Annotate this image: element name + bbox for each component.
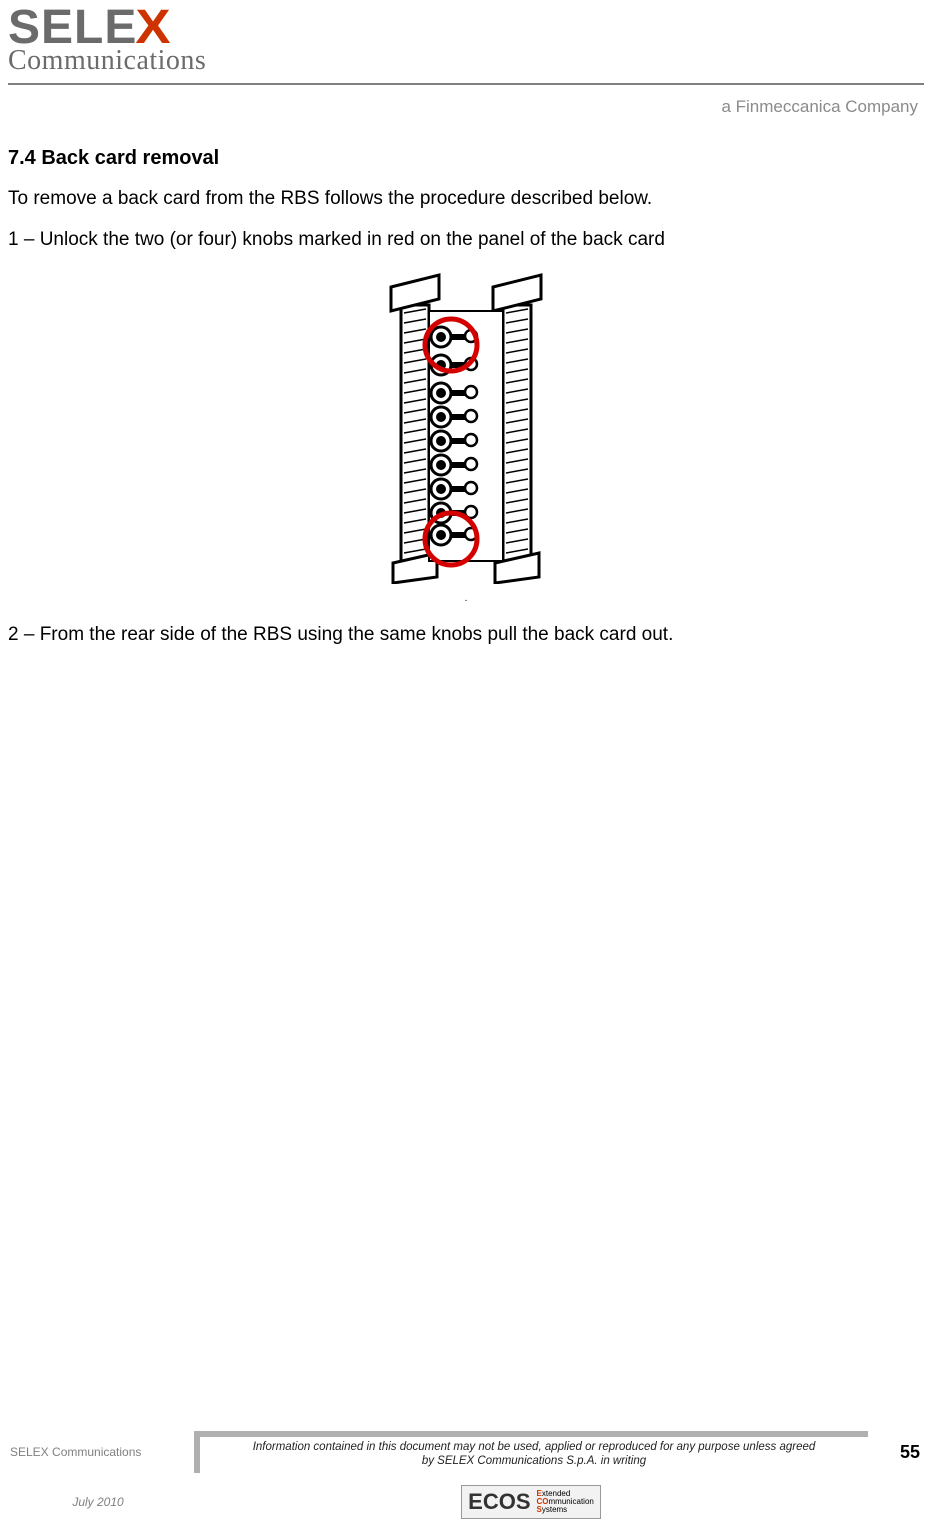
caption-dot: . (8, 593, 924, 604)
logo-main-word: SELEX (8, 6, 170, 49)
footer-disclaimer: Information contained in this document m… (194, 1431, 868, 1473)
page-header: SELEX Communications a Finmeccanica Comp… (0, 0, 932, 117)
diagram-container (8, 267, 924, 589)
section-heading: 7.4 Back card removal (8, 147, 924, 170)
intro-text: To remove a back card from the RBS follo… (8, 186, 924, 213)
footer-disclaimer-box: Information contained in this document m… (188, 1431, 874, 1473)
logo-x-icon: X (136, 6, 172, 49)
ecos-s-rest: ystems (542, 1505, 567, 1514)
footer-company: SELEX Communications (8, 1445, 188, 1459)
step-2-text: 2 – From the rear side of the RBS using … (8, 622, 924, 649)
disclaimer-line-2: by SELEX Communications S.p.A. in writin… (422, 1455, 646, 1467)
ecos-logo-wrap: ECOS Extended COmmunication Systems (188, 1485, 874, 1519)
footer-date: July 2010 (8, 1495, 188, 1509)
ecos-logo: ECOS Extended COmmunication Systems (461, 1485, 601, 1519)
subbrand-text: a Finmeccanica Company (8, 97, 924, 117)
selex-logo: SELEX Communications (8, 6, 924, 77)
logo-sub-word: Communications (8, 45, 206, 77)
back-card-diagram (381, 267, 551, 584)
footer-row-2: July 2010 ECOS Extended COmmunication Sy… (8, 1485, 924, 1519)
page-footer: SELEX Communications Information contain… (0, 1431, 932, 1525)
page: SELEX Communications a Finmeccanica Comp… (0, 0, 932, 1525)
footer-row-1: SELEX Communications Information contain… (8, 1431, 924, 1473)
ecos-mark: ECOS (468, 1489, 530, 1515)
page-content: 7.4 Back card removal To remove a back c… (0, 117, 932, 649)
header-divider (8, 83, 924, 85)
disclaimer-line-1: Information contained in this document m… (253, 1441, 816, 1453)
ecos-expansion: Extended COmmunication Systems (537, 1490, 594, 1514)
page-number: 55 (874, 1442, 924, 1463)
step-1-text: 1 – Unlock the two (or four) knobs marke… (8, 227, 924, 254)
